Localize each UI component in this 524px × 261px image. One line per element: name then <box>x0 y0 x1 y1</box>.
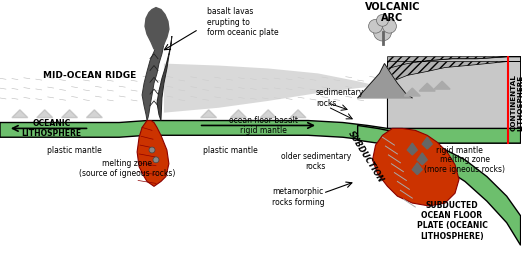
Polygon shape <box>387 57 521 83</box>
Polygon shape <box>405 88 420 96</box>
Text: SUBDUCTION: SUBDUCTION <box>346 129 385 185</box>
Text: basalt lavas
erupting to
form oceanic plate: basalt lavas erupting to form oceanic pl… <box>206 7 278 37</box>
Polygon shape <box>407 143 417 155</box>
Text: OCEANIC
LITHOSPHERE: OCEANIC LITHOSPHERE <box>21 119 82 138</box>
Polygon shape <box>142 39 164 121</box>
Polygon shape <box>201 110 216 118</box>
Polygon shape <box>86 110 102 118</box>
Polygon shape <box>164 64 407 113</box>
Polygon shape <box>434 81 450 89</box>
Polygon shape <box>358 126 521 245</box>
Polygon shape <box>260 110 276 118</box>
Text: metamorphic
rocks forming: metamorphic rocks forming <box>272 187 324 207</box>
Text: melting zone
(more igneous rocks): melting zone (more igneous rocks) <box>424 155 506 174</box>
Polygon shape <box>358 64 412 98</box>
Text: plastic mantle: plastic mantle <box>47 146 102 155</box>
Polygon shape <box>412 163 422 175</box>
Text: CONTINENTAL
LITHOSPHERE: CONTINENTAL LITHOSPHERE <box>510 74 523 131</box>
Circle shape <box>374 23 391 41</box>
Text: VOLCANIC
ARC: VOLCANIC ARC <box>365 2 420 23</box>
Polygon shape <box>373 128 459 206</box>
Polygon shape <box>387 57 521 143</box>
Text: SUBDUCTED
OCEAN FLOOR
PLATE (OCEANIC
LITHOSPHERE): SUBDUCTED OCEAN FLOOR PLATE (OCEANIC LIT… <box>417 201 487 241</box>
Polygon shape <box>62 110 78 118</box>
Text: ocean floor basalt
rigid mantle: ocean floor basalt rigid mantle <box>229 116 298 135</box>
Circle shape <box>383 19 397 33</box>
Polygon shape <box>422 137 432 149</box>
Polygon shape <box>419 83 435 91</box>
Text: melting zone
(source of igneous rocks): melting zone (source of igneous rocks) <box>79 159 176 178</box>
Polygon shape <box>417 153 427 165</box>
Polygon shape <box>37 110 52 118</box>
Polygon shape <box>290 110 306 118</box>
Text: older sedimentary
rocks: older sedimentary rocks <box>281 152 351 171</box>
Circle shape <box>377 14 388 26</box>
Polygon shape <box>231 110 246 118</box>
Text: MID-OCEAN RIDGE: MID-OCEAN RIDGE <box>43 71 136 80</box>
Polygon shape <box>145 8 169 50</box>
Text: sedimentary
rocks: sedimentary rocks <box>316 88 364 108</box>
Text: rigid mantle: rigid mantle <box>435 146 483 155</box>
Circle shape <box>368 19 383 33</box>
Polygon shape <box>0 121 521 143</box>
Circle shape <box>153 157 159 163</box>
Circle shape <box>149 147 155 153</box>
Polygon shape <box>157 36 172 121</box>
Polygon shape <box>137 121 169 186</box>
Text: plastic mantle: plastic mantle <box>203 146 258 155</box>
Polygon shape <box>12 110 28 118</box>
